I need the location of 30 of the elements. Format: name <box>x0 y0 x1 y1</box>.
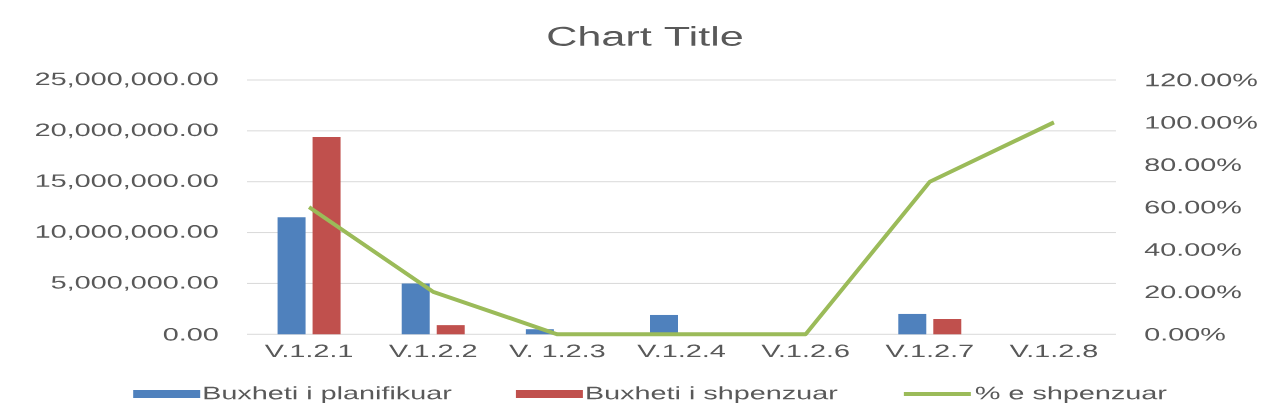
y-tick-label: 10,000,000.00 <box>36 225 218 241</box>
y-tick-label: 0.00 <box>163 327 218 341</box>
y-tick-label: 15,000,000.00 <box>36 174 218 190</box>
bar <box>277 217 306 335</box>
y2-tick-label: 0.00% <box>1145 327 1225 341</box>
y2-tick-label: 80.00% <box>1145 158 1241 172</box>
x-tick-label: V.1.2.7 <box>885 344 973 358</box>
x-tick-label: V.1.2.4 <box>637 344 725 358</box>
y2-tick-label: 60.00% <box>1145 200 1241 214</box>
bar <box>436 325 465 335</box>
y2-tick-label: 40.00% <box>1144 243 1241 256</box>
bar <box>898 313 927 335</box>
y2-tick-label: 100.00% <box>1146 115 1257 129</box>
y2-tick-label: 120.00% <box>1146 73 1257 87</box>
legend-label: Buxheti i shpenzuar <box>587 386 838 403</box>
x-tick-label: V. 1.2.3 <box>509 344 605 358</box>
chart-title: Chart Title <box>548 26 742 46</box>
x-tick-label: V.1.2.2 <box>389 344 477 358</box>
legend-label: Buxheti i planifikuar <box>204 386 452 403</box>
y-tick-label: 20,000,000.00 <box>36 123 218 139</box>
x-tick-label: V.1.2.6 <box>761 344 849 358</box>
bar <box>933 319 962 335</box>
bar <box>312 136 341 335</box>
bar <box>401 283 430 335</box>
x-tick-label: V.1.2.1 <box>264 344 352 358</box>
x-tick-label: V.1.2.8 <box>1009 344 1098 358</box>
y-tick-label: 5,000,000.00 <box>51 275 218 291</box>
y-tick-label: 25,000,000.00 <box>36 72 218 88</box>
legend-label: % e shpenzuar <box>975 386 1167 403</box>
y2-tick-label: 20.00% <box>1145 285 1241 299</box>
